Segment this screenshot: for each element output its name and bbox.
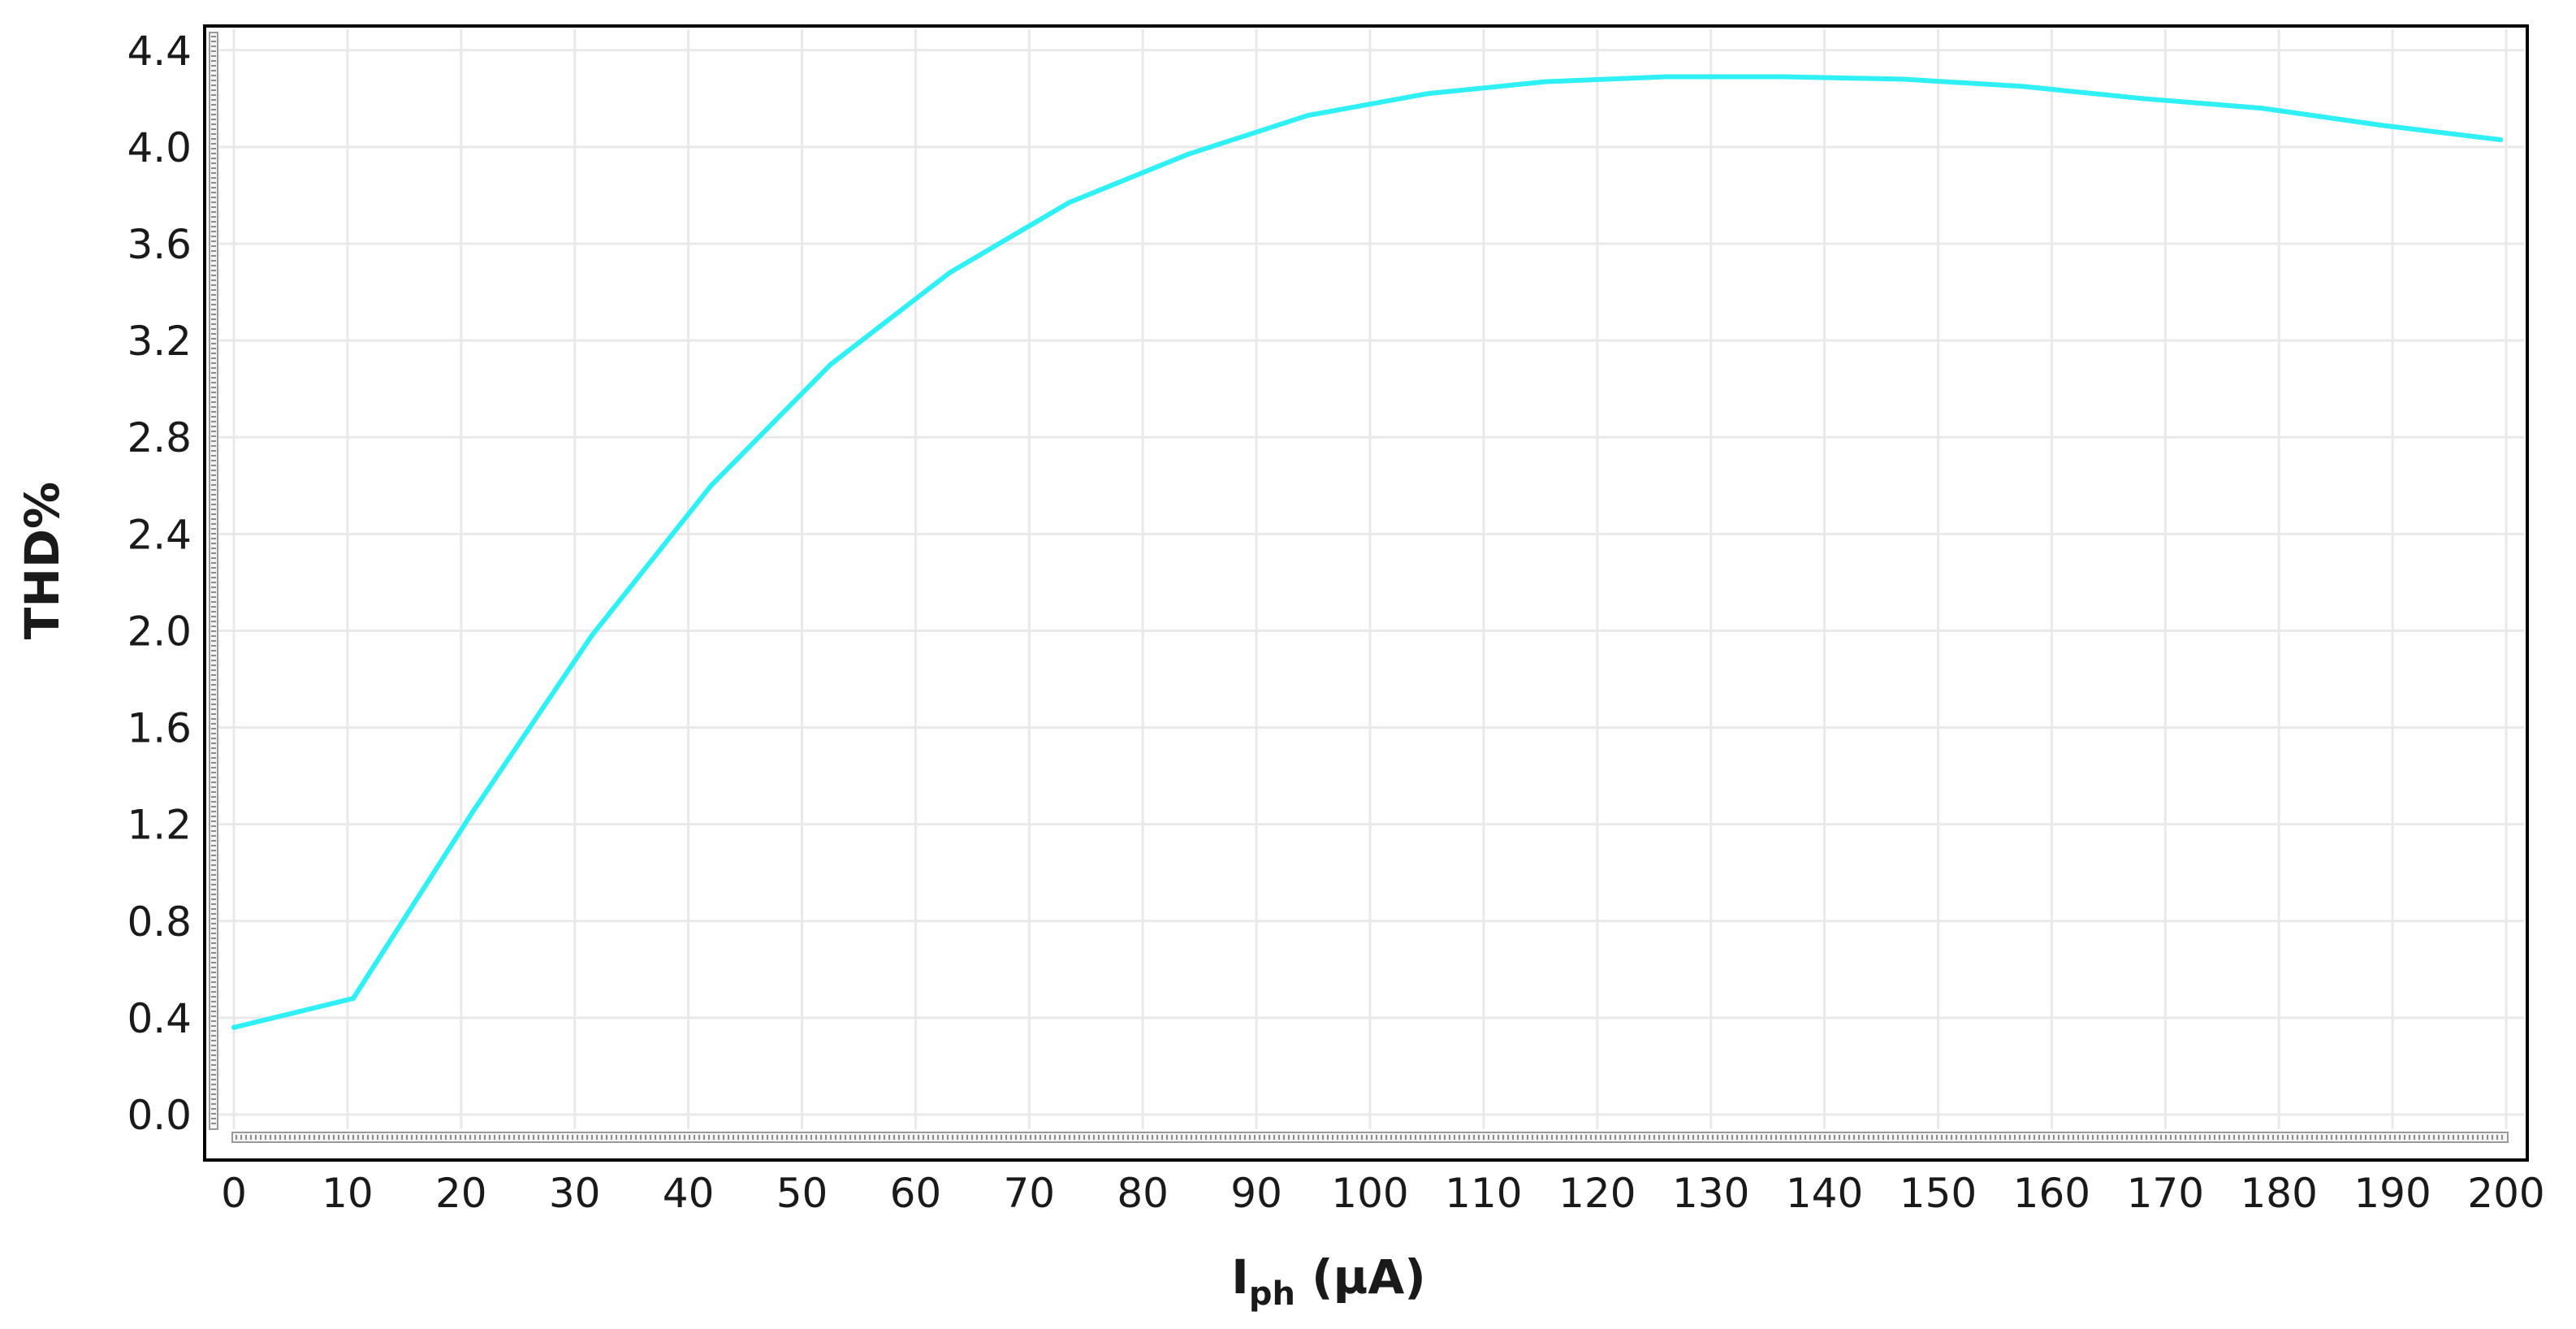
x-tick-label: 0: [221, 1170, 247, 1217]
x-tick-label: 130: [1672, 1170, 1749, 1217]
x-tick-label: 80: [1117, 1170, 1169, 1217]
x-tick-label: 70: [1003, 1170, 1055, 1217]
data-point: [1543, 79, 1549, 84]
x-tick-label: 140: [1786, 1170, 1863, 1217]
x-tick-label: 170: [2127, 1170, 2204, 1217]
y-tick-label: 2.8: [127, 414, 192, 461]
data-point: [2140, 96, 2146, 102]
x-axis-title-unit: (µA): [1295, 1249, 1426, 1305]
data-point: [1662, 74, 1668, 80]
data-point: [1782, 74, 1787, 80]
data-point: [708, 483, 714, 488]
y-axis-scrollbar[interactable]: [209, 32, 218, 1130]
x-tick-label: 160: [2013, 1170, 2090, 1217]
data-point: [1424, 91, 1429, 97]
data-point: [2021, 84, 2026, 89]
y-tick-label: 0.0: [127, 1092, 192, 1139]
x-tick-label: 20: [435, 1170, 487, 1217]
data-point: [231, 1024, 236, 1030]
series-group: [231, 74, 2504, 1030]
x-axis-title: Iph (µA): [1231, 1249, 1425, 1313]
y-tick-labels: 0.0 0.4 0.8 1.2 1.6 2.0 2.4 2.8 3.2 3.6 4.0 4.4: [127, 28, 192, 1139]
y-tick-label: 4.4: [127, 28, 192, 75]
data-point: [589, 633, 594, 639]
data-point: [350, 996, 356, 1002]
data-point: [1305, 113, 1311, 119]
y-tick-label: 4.0: [127, 124, 192, 171]
x-tick-label: 120: [1558, 1170, 1636, 1217]
y-tick-label: 1.6: [127, 705, 192, 752]
x-tick-label: 200: [2467, 1170, 2544, 1217]
x-tick-label: 50: [776, 1170, 828, 1217]
plot-frame: [203, 24, 2529, 1162]
grid: [208, 29, 2524, 1129]
data-point: [1066, 200, 1072, 206]
y-tick-label: 2.0: [127, 608, 192, 655]
data-point: [469, 809, 475, 815]
x-tick-label: 90: [1230, 1170, 1282, 1217]
y-tick-label: 1.2: [127, 802, 192, 849]
y-tick-label: 3.2: [127, 318, 192, 365]
x-tick-label: 100: [1331, 1170, 1408, 1217]
x-tick-label: 30: [549, 1170, 601, 1217]
data-point: [2379, 123, 2384, 128]
data-point: [2498, 136, 2504, 142]
y-axis-title: THD%: [15, 482, 70, 639]
x-tick-label: 10: [322, 1170, 374, 1217]
series-line-0: [231, 74, 2503, 1030]
data-point: [1901, 76, 1907, 82]
x-tick-labels: 0 10 20 30 40 50 60 70 80 90 100 110 120 130 140 150 160…: [221, 1170, 2545, 1217]
y-tick-label: 2.4: [127, 511, 192, 558]
data-point: [1186, 151, 1191, 157]
y-tick-label: 0.4: [127, 995, 192, 1042]
x-tick-label: 180: [2240, 1170, 2317, 1217]
y-tick-label: 0.8: [127, 898, 192, 946]
x-axis-scrollbar[interactable]: [231, 1132, 2509, 1143]
x-tick-label: 40: [663, 1170, 715, 1217]
x-tick-label: 60: [890, 1170, 942, 1217]
x-tick-label: 150: [1900, 1170, 1977, 1217]
x-tick-label: 110: [1445, 1170, 1522, 1217]
x-axis-title-main: I: [1231, 1249, 1249, 1305]
x-tick-label: 190: [2353, 1170, 2431, 1217]
y-tick-label: 3.6: [127, 221, 192, 268]
x-axis-title-subscript: ph: [1249, 1275, 1295, 1313]
data-point: [828, 361, 833, 367]
data-point: [947, 270, 953, 275]
data-point: [2259, 106, 2265, 111]
